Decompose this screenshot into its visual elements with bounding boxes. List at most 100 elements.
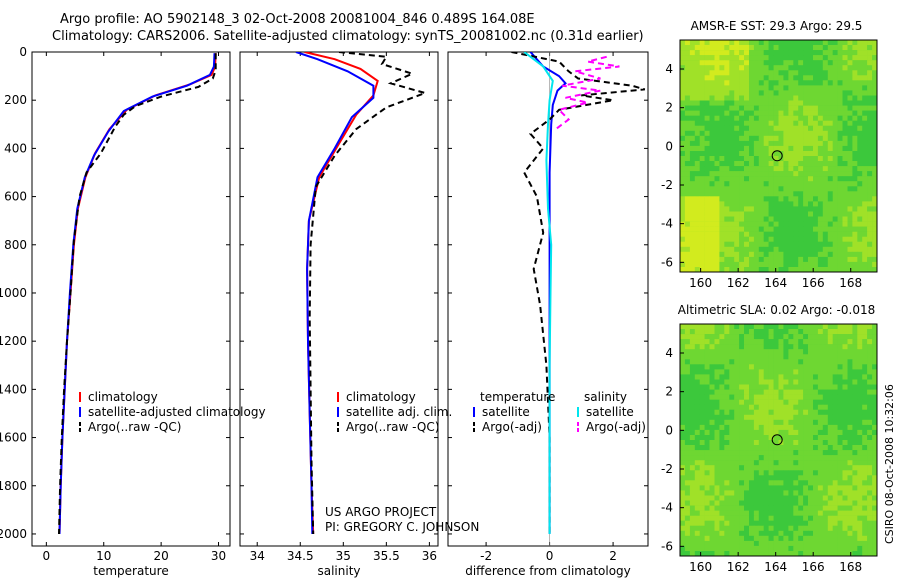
map-cell xyxy=(773,196,779,202)
map-cell xyxy=(842,241,848,247)
map-cell xyxy=(793,359,799,365)
map-cell xyxy=(827,140,833,147)
map-cell xyxy=(729,45,735,51)
map-cell xyxy=(684,50,691,56)
map-cell xyxy=(783,475,789,481)
map-cell xyxy=(699,364,705,370)
map-cell xyxy=(793,379,799,385)
map-cell xyxy=(862,166,868,172)
map-cell xyxy=(788,206,794,212)
map-cell xyxy=(783,231,789,237)
map-cell xyxy=(714,339,720,345)
map-cell xyxy=(832,50,838,56)
map-cell xyxy=(714,399,720,405)
map-cell xyxy=(842,404,848,410)
map-cell xyxy=(689,551,696,557)
map-cell xyxy=(842,379,848,385)
map-cell xyxy=(862,65,868,71)
map-cell xyxy=(817,409,824,415)
map-cell xyxy=(857,409,863,415)
map-cell xyxy=(817,60,824,66)
map-cell xyxy=(684,419,691,426)
map-cell xyxy=(719,520,725,526)
map-cell xyxy=(709,510,715,516)
map-cell xyxy=(847,211,853,217)
map-cell xyxy=(768,369,774,375)
map-cell xyxy=(773,455,779,461)
series-line-diff xyxy=(523,52,554,534)
map-cell xyxy=(827,60,833,66)
map-cell xyxy=(739,394,745,400)
map-cell xyxy=(788,339,794,345)
map-cell xyxy=(808,55,814,61)
map-cell xyxy=(837,186,843,192)
map-cell xyxy=(739,50,745,56)
map-cell xyxy=(753,510,760,516)
map-cell xyxy=(753,70,760,76)
map-cell xyxy=(704,379,710,385)
map-cell xyxy=(680,191,686,197)
map-cell xyxy=(857,65,863,71)
map-cell xyxy=(680,130,686,137)
map-cell xyxy=(803,206,809,212)
map-cell xyxy=(680,475,686,481)
map-cell xyxy=(753,530,760,537)
map-cell xyxy=(867,409,873,415)
map-cell xyxy=(744,130,750,137)
map-cell xyxy=(813,339,819,345)
map-cell xyxy=(793,95,799,101)
map-cell xyxy=(749,115,755,121)
map-cell xyxy=(813,480,819,486)
map-cell xyxy=(842,440,848,446)
map-cell xyxy=(872,241,878,247)
map-cell xyxy=(689,495,696,501)
map-cell xyxy=(867,404,873,410)
map-cell xyxy=(689,480,696,486)
map-cell xyxy=(680,95,686,101)
map-cell xyxy=(778,251,784,258)
map-cell xyxy=(862,545,868,552)
map-cell xyxy=(739,379,745,385)
map-cell xyxy=(808,196,814,202)
map-cell xyxy=(704,135,710,142)
map-cell xyxy=(749,85,755,91)
map-cell xyxy=(694,110,700,116)
map-cell xyxy=(793,515,799,521)
map-cell xyxy=(773,374,779,380)
map-cell xyxy=(872,110,878,116)
map-cell xyxy=(753,359,760,365)
map-cell xyxy=(872,216,878,222)
map-cell xyxy=(803,540,809,547)
map-x-tick-label: 160 xyxy=(689,560,712,574)
map-cell xyxy=(827,379,833,385)
map-cell xyxy=(719,196,725,202)
map-cell xyxy=(729,256,735,263)
map-cell xyxy=(763,125,769,131)
map-cell xyxy=(827,236,833,242)
map-cell xyxy=(813,110,819,116)
map-cell xyxy=(817,166,824,172)
map-cell xyxy=(758,409,764,415)
map-cell xyxy=(867,545,873,552)
map-cell xyxy=(758,435,764,441)
map-cell xyxy=(680,221,686,227)
map-cell xyxy=(808,100,814,106)
map-cell xyxy=(803,151,809,157)
map-cell xyxy=(694,50,700,56)
map-cell xyxy=(832,374,838,380)
map-cell xyxy=(749,80,755,86)
map-cell xyxy=(689,354,696,360)
map-cell xyxy=(734,256,740,263)
map-cell xyxy=(803,455,809,461)
map-cell xyxy=(798,201,804,207)
map-cell xyxy=(758,55,764,61)
map-cell xyxy=(689,369,696,375)
map-cell xyxy=(699,135,705,142)
map-cell xyxy=(872,256,878,263)
map-cell xyxy=(842,246,848,253)
map-cell xyxy=(813,324,819,330)
map-cell xyxy=(808,186,814,192)
map-cell xyxy=(822,135,828,142)
map-cell xyxy=(837,404,843,410)
map-cell xyxy=(714,515,720,521)
